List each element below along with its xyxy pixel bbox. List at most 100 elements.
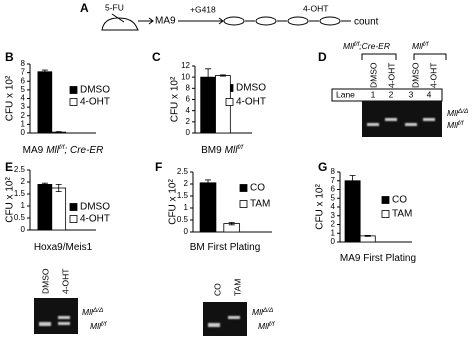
error-bar [364, 235, 371, 237]
y-axis-label: CFU x 10² [5, 177, 16, 223]
x-label-part: Mll [225, 145, 239, 156]
y-tick-label: 10 [181, 72, 190, 81]
legend-label: 4-OHT [236, 97, 266, 108]
x-label-part: Mll [46, 145, 60, 156]
panel-letter: D [318, 50, 327, 64]
y-tick-label: 7 [21, 68, 26, 77]
bar [359, 235, 376, 243]
group-label: Mllf/f;Cre-ER [343, 41, 390, 52]
dishes [223, 16, 351, 26]
y-tick-label: 6 [21, 76, 26, 85]
y-tick-label: 2 [21, 111, 26, 120]
y-tick-label: 1.5 [177, 191, 189, 200]
y-axis-label: CFU x 10² [168, 179, 179, 225]
x-axis-label: BM9 Mllf/f [201, 144, 244, 156]
legend-label: 4-OHT [80, 97, 110, 108]
x-axis-label: MA9 Mllf/f; Cre-ER [23, 144, 104, 156]
y-tick-label: 1 [21, 201, 26, 210]
bar [199, 182, 217, 233]
band-label: Mllf/f [258, 321, 275, 332]
x-label-part: BM9 [201, 145, 222, 156]
gel-bands [39, 316, 70, 326]
syringe [111, 13, 125, 23]
y-tick-label: 5 [21, 85, 26, 94]
treatment: 4-OHT [60, 269, 70, 295]
legend-swatch [239, 184, 248, 192]
legend-swatch [381, 196, 390, 204]
y-tick-label: 2 [21, 177, 26, 186]
legend-label: TAM [250, 199, 270, 210]
y-tick-label: 2 [186, 117, 191, 126]
legend-label: TAM [392, 209, 412, 220]
x-label-part: MA9 [23, 145, 44, 156]
legend-swatch [69, 215, 78, 223]
step-label: 5-FU [105, 2, 124, 12]
y-tick-label: 2.5 [14, 165, 26, 174]
y-tick-label: 6 [186, 95, 191, 104]
panel-letter: C [152, 50, 161, 64]
y-tick-label: 7 [331, 176, 336, 185]
error-bar [55, 131, 62, 133]
legend-swatch [69, 203, 78, 211]
legend-swatch [225, 98, 234, 106]
x-label-part: f/f [237, 144, 244, 151]
arrow-head [148, 17, 154, 25]
panel-letter: F [155, 160, 162, 174]
legend-label: DMSO [236, 83, 266, 94]
legend-swatch [239, 200, 248, 208]
legend-swatch [69, 98, 78, 106]
y-tick-label: 1.5 [14, 189, 26, 198]
y-tick-label: 0 [331, 237, 336, 246]
y-tick-label: 0 [21, 225, 26, 234]
lane-number: 3 [409, 89, 414, 99]
band-label: Mllf/f [447, 120, 464, 131]
y-tick-label: 5 [331, 193, 336, 202]
y-tick-label: 3 [331, 211, 336, 220]
legend-label: CO [250, 183, 265, 194]
treatment: TAM [232, 279, 242, 296]
bar [37, 71, 53, 134]
y-tick-label: 4 [186, 106, 191, 115]
x-axis-label: MA9 First Plating [340, 253, 416, 264]
lane-number: 2 [389, 89, 394, 99]
y-tick-label: 4 [21, 94, 26, 103]
gel-bands [367, 118, 435, 126]
y-tick-label: 2 [184, 179, 189, 188]
band-label: MllΔ/Δ [82, 307, 103, 318]
legend-label: DMSO [80, 85, 110, 96]
legend-label: DMSO [80, 202, 110, 213]
error-bar [219, 74, 226, 77]
legend-label: CO [392, 195, 407, 206]
y-tick-label: 1 [184, 203, 189, 212]
gel [203, 302, 247, 336]
lane-title: Lane [336, 89, 355, 99]
y-axis-label: CFU x 10² [5, 75, 16, 121]
x-label-part: BM First Plating [190, 242, 261, 253]
error-bar [205, 179, 212, 187]
error-bar [228, 222, 235, 226]
bar [344, 180, 361, 243]
treatment: CO [212, 283, 222, 296]
gel [34, 298, 78, 334]
bar [37, 183, 53, 231]
y-tick-label: 1 [331, 228, 336, 237]
y-tick-label: 8 [21, 59, 26, 68]
error-bar [41, 182, 48, 186]
group-label: Mllf/f [412, 41, 429, 52]
y-tick-label: 2 [331, 220, 336, 229]
panel-letter: G [318, 160, 327, 174]
treatment: DMSO [410, 62, 420, 88]
x-label-part: ; Cre-ER [64, 145, 103, 156]
x-label-part: f/f [59, 144, 66, 151]
panel-letter: A [80, 1, 89, 15]
error-bar [349, 175, 356, 187]
legend-swatch [69, 86, 78, 94]
y-tick-label: 8 [331, 167, 336, 176]
step-label: +G418 [190, 4, 216, 14]
legend-swatch [381, 210, 390, 218]
legend-label: 4-OHT [80, 214, 110, 225]
lane-number: 4 [427, 89, 432, 99]
band-label: MllΔ/Δ [447, 108, 468, 119]
gel-bands [208, 316, 240, 327]
